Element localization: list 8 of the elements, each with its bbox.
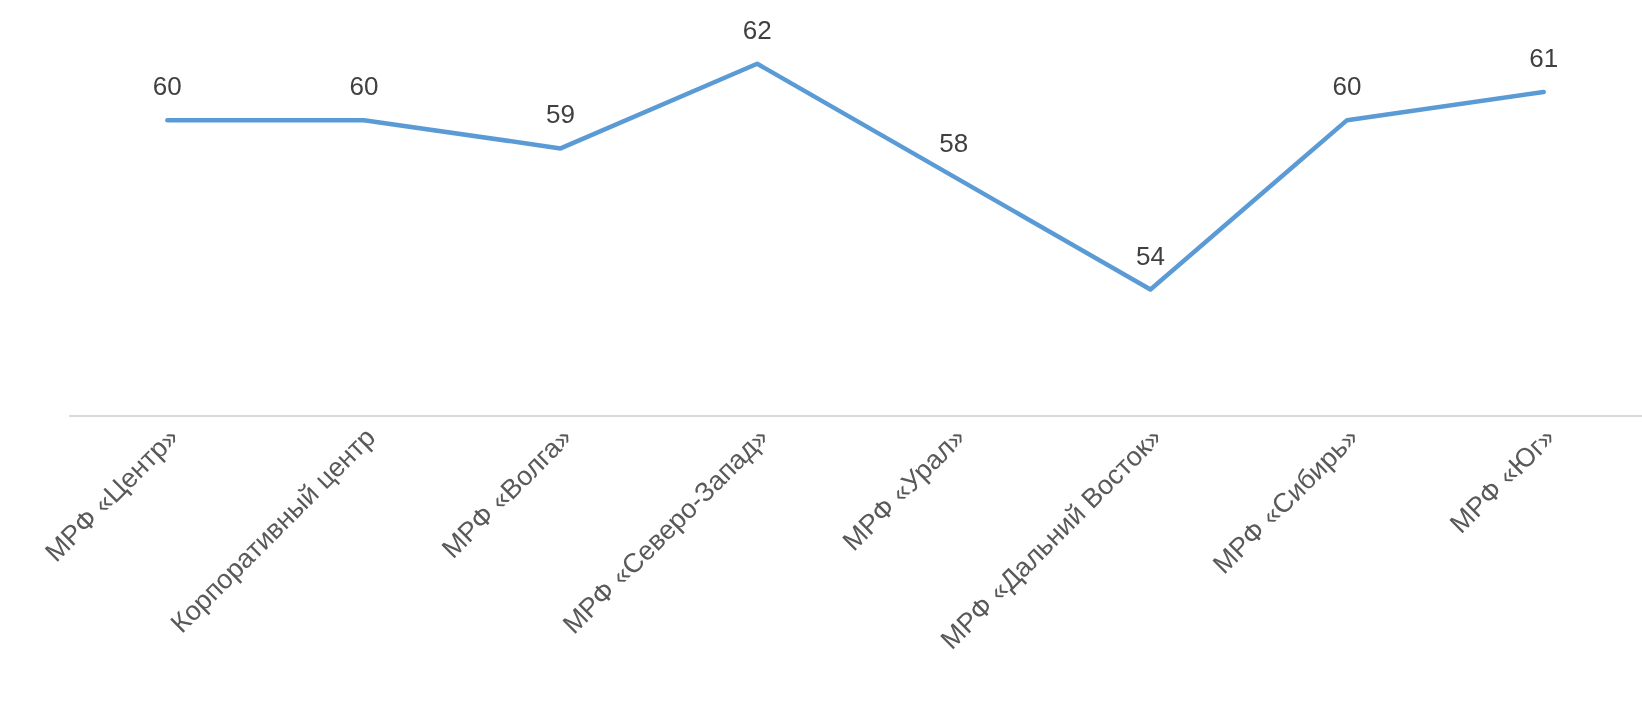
data-label: 58: [939, 127, 969, 158]
data-label: 60: [152, 71, 182, 102]
data-label: 61: [1529, 42, 1559, 73]
data-label: 59: [546, 99, 576, 130]
data-label: 60: [1332, 71, 1362, 102]
data-label: 62: [742, 14, 772, 45]
data-label: 54: [1135, 240, 1165, 271]
data-label: 60: [349, 71, 379, 102]
